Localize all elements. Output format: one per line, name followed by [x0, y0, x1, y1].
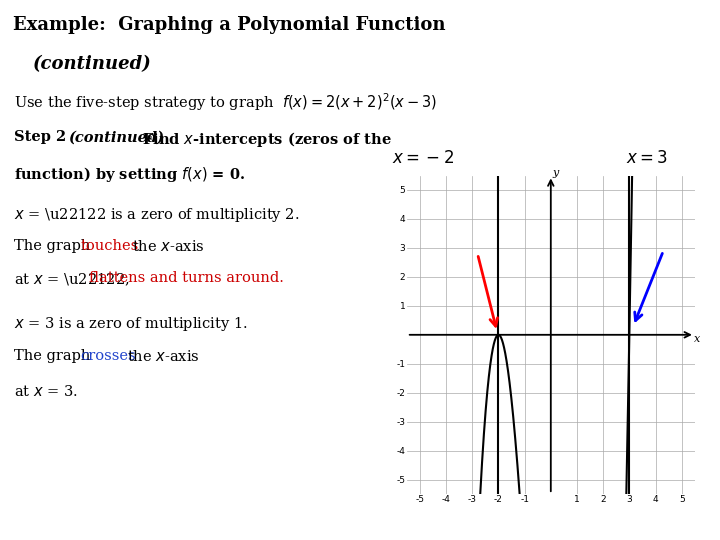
Text: Use the five-step strategy to graph  $f(x)=2(x+2)^{2}(x-3)$: Use the five-step strategy to graph $f(x…: [14, 91, 438, 113]
Text: (continued): (continued): [32, 55, 151, 73]
Text: Step 2: Step 2: [14, 130, 77, 144]
Text: $x$ = 3 is a zero of multiplicity 1.: $x$ = 3 is a zero of multiplicity 1.: [14, 315, 248, 333]
Text: the $x$-axis: the $x$-axis: [127, 349, 200, 364]
Text: Find $x$-intercepts (zeros of the: Find $x$-intercepts (zeros of the: [137, 130, 392, 150]
Text: The graph: The graph: [14, 239, 95, 253]
Text: function) by setting $f(x)$ = 0.: function) by setting $f(x)$ = 0.: [14, 165, 246, 184]
Text: $x$ = \u22122 is a zero of multiplicity 2.: $x$ = \u22122 is a zero of multiplicity …: [14, 206, 300, 224]
Text: y: y: [552, 167, 559, 178]
Text: 23: 23: [680, 517, 703, 535]
Text: The graph: The graph: [14, 349, 95, 363]
Text: (continued): (continued): [68, 130, 164, 144]
Text: Copyright © 2014, 2010, 2007 Pearson Education, Inc.: Copyright © 2014, 2010, 2007 Pearson Edu…: [150, 522, 397, 530]
Text: PEARSON: PEARSON: [529, 517, 623, 535]
Text: touches: touches: [81, 239, 139, 253]
Text: at $x$ = 3.: at $x$ = 3.: [14, 384, 78, 399]
Text: flattens and turns around.: flattens and turns around.: [89, 271, 284, 285]
Text: x: x: [694, 334, 701, 344]
Text: Example:  Graphing a Polynomial Function: Example: Graphing a Polynomial Function: [13, 16, 446, 33]
Text: $x = -2$: $x = -2$: [392, 150, 454, 167]
Text: crosses: crosses: [81, 349, 136, 363]
Text: at $x$ = \u22122,: at $x$ = \u22122,: [14, 271, 131, 288]
Text: the $x$-axis: the $x$-axis: [132, 239, 205, 254]
Text: $x = 3$: $x = 3$: [626, 150, 668, 167]
